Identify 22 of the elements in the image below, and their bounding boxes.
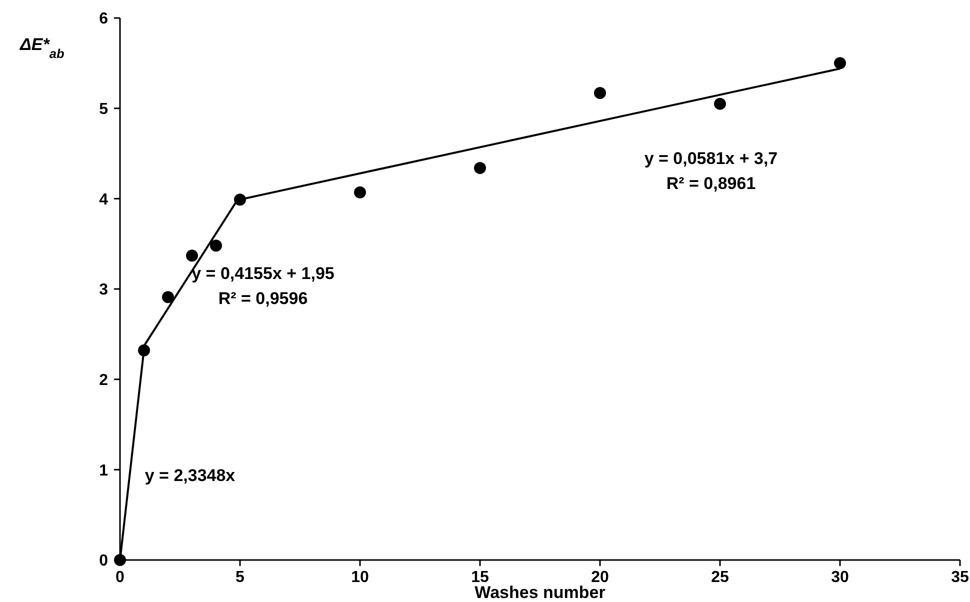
y-tick-label: 2 bbox=[99, 372, 108, 389]
annotation: y = 0,0581x + 3,7 bbox=[644, 148, 778, 168]
x-tick-label: 5 bbox=[236, 569, 245, 586]
x-tick-label: 20 bbox=[591, 569, 609, 586]
y-tick-label: 4 bbox=[99, 191, 108, 208]
y-tick-label: 0 bbox=[99, 552, 108, 570]
y-tick-label: 6 bbox=[99, 10, 108, 28]
annotation: y = 0,4155x + 1,95 bbox=[192, 264, 334, 283]
x-axis-title: Washes number bbox=[474, 583, 606, 602]
x-tick-label: 10 bbox=[351, 569, 369, 586]
y-tick-label: 1 bbox=[99, 462, 108, 480]
x-tick-label: 35 bbox=[951, 569, 969, 586]
x-tick-label: 25 bbox=[711, 569, 729, 586]
x-tick-label: 0 bbox=[116, 569, 125, 586]
y-axis-title: ΔE*$_{ab}$ bbox=[19, 35, 64, 60]
annotation: y = 2,3348x bbox=[144, 466, 236, 485]
annotation: R² = 0,9596 bbox=[218, 288, 308, 308]
y-tick-label: 3 bbox=[99, 282, 108, 299]
annotation: R² = 0,8961 bbox=[666, 174, 756, 193]
x-tick-label: 30 bbox=[831, 569, 849, 586]
y-tick-label: 5 bbox=[99, 100, 108, 118]
x-tick-label: 15 bbox=[471, 569, 489, 586]
